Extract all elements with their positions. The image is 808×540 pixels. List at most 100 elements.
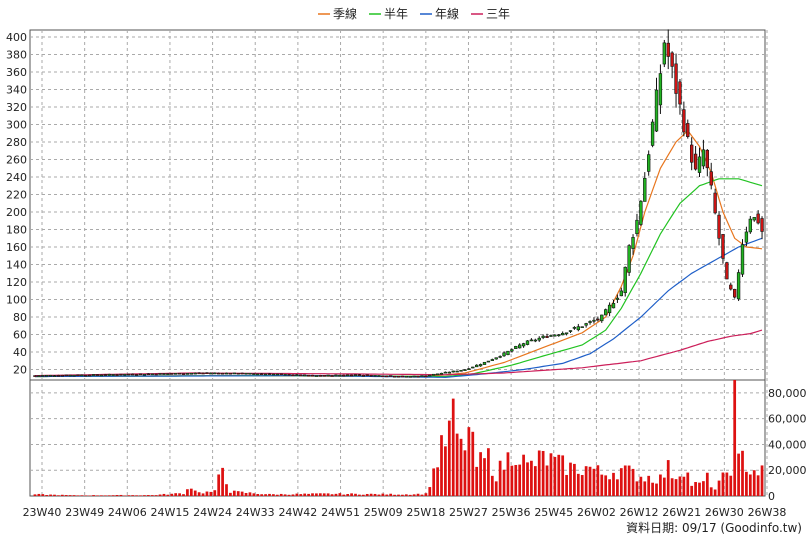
- candle-body: [697, 156, 702, 173]
- candle-body: [303, 374, 307, 377]
- candle-body: [740, 244, 745, 275]
- candle-body: [654, 89, 659, 132]
- candle-body: [756, 213, 760, 224]
- candle-body: [353, 374, 358, 376]
- candle-body: [267, 373, 272, 375]
- candle-body: [443, 371, 448, 374]
- volume-bar: [647, 475, 651, 496]
- x-tick-label: 24W51: [321, 506, 360, 519]
- candle-body: [576, 326, 580, 331]
- candle-body: [690, 144, 694, 163]
- volume-bar: [537, 450, 541, 496]
- volume-tick-label: 80,000: [768, 387, 807, 400]
- volume-bar: [682, 476, 686, 496]
- x-tick-label: 26W02: [577, 506, 616, 519]
- volume-bar: [326, 493, 330, 496]
- volume-bar: [287, 494, 291, 496]
- volume-bar: [623, 465, 627, 496]
- volume-bar: [533, 466, 537, 496]
- volume-bar: [318, 493, 322, 496]
- candle-body: [682, 109, 686, 133]
- volume-bar: [584, 466, 588, 496]
- x-tick-label: 25W45: [534, 506, 573, 519]
- volume-bar: [397, 494, 400, 496]
- candle-body: [478, 364, 483, 367]
- candle-body: [635, 219, 639, 235]
- legend-label: 半年: [384, 7, 408, 21]
- candle-body: [518, 344, 522, 349]
- candle-body: [627, 245, 631, 273]
- volume-bar: [612, 472, 615, 496]
- volume-bar: [475, 466, 479, 496]
- candle-body: [647, 154, 651, 172]
- x-tick-label: 25W27: [449, 506, 488, 519]
- price-tick-label: 320: [6, 101, 27, 114]
- candle-body: [361, 374, 365, 377]
- candle-body: [631, 237, 635, 249]
- volume-bar: [166, 494, 170, 496]
- candle-body: [725, 262, 729, 280]
- candle-body: [494, 357, 498, 360]
- legend-label: 年線: [435, 6, 459, 21]
- volume-bar: [107, 495, 111, 496]
- candle-body: [48, 374, 53, 377]
- volume-bar: [619, 468, 623, 496]
- candle-body: [439, 372, 444, 375]
- candle-body: [482, 361, 487, 365]
- candle-body: [84, 374, 88, 377]
- candle-body: [733, 288, 737, 298]
- volume-bar: [522, 454, 525, 496]
- candle-body: [111, 374, 115, 376]
- candle-body: [338, 374, 342, 377]
- volume-bar: [150, 495, 154, 496]
- volume-bar: [596, 465, 600, 496]
- volume-bar: [514, 464, 518, 496]
- candle-body: [678, 81, 682, 105]
- volume-bar: [240, 491, 244, 496]
- volume-bar: [229, 492, 232, 496]
- volume-bar: [729, 475, 733, 496]
- volume-bar: [182, 494, 185, 496]
- volume-bar: [330, 494, 334, 496]
- volume-bar: [283, 494, 287, 496]
- candle-body: [64, 374, 68, 377]
- volume-bar: [354, 493, 357, 496]
- candle-body: [326, 374, 330, 377]
- candle-body: [541, 335, 545, 338]
- volume-bar: [361, 494, 365, 496]
- price-tick-label: 60: [13, 329, 27, 342]
- price-tick-label: 120: [6, 276, 27, 289]
- candle-body: [291, 374, 295, 377]
- volume-bar: [252, 493, 256, 496]
- volume-bar: [553, 456, 557, 496]
- volume-bar: [373, 493, 377, 496]
- volume-bar: [170, 493, 174, 496]
- candle-body: [283, 373, 287, 376]
- volume-bar: [127, 495, 131, 496]
- candle-body: [138, 373, 143, 376]
- volume-bar: [315, 493, 318, 496]
- candle-body: [166, 373, 170, 375]
- volume-bar: [741, 450, 744, 496]
- volume-bar: [662, 477, 666, 496]
- volume-bar: [760, 465, 764, 496]
- volume-bar: [510, 465, 514, 496]
- candle-body: [686, 123, 690, 137]
- volume-bar: [487, 448, 490, 496]
- volume-bar: [616, 479, 619, 496]
- volume-bar: [100, 495, 103, 496]
- volume-bar: [717, 480, 721, 496]
- candle-body: [533, 339, 537, 342]
- volume-bar: [420, 494, 424, 496]
- volume-bar: [307, 493, 310, 496]
- volume-bar: [655, 483, 658, 496]
- volume-bar: [483, 458, 486, 496]
- x-tick-label: 24W33: [236, 506, 275, 519]
- volume-bar: [494, 481, 498, 496]
- candle-body: [385, 375, 389, 378]
- price-tick-label: 220: [6, 189, 27, 202]
- candle-body: [158, 373, 162, 375]
- candle-body: [666, 42, 670, 57]
- volume-bar: [756, 475, 760, 496]
- volume-bar: [412, 494, 416, 496]
